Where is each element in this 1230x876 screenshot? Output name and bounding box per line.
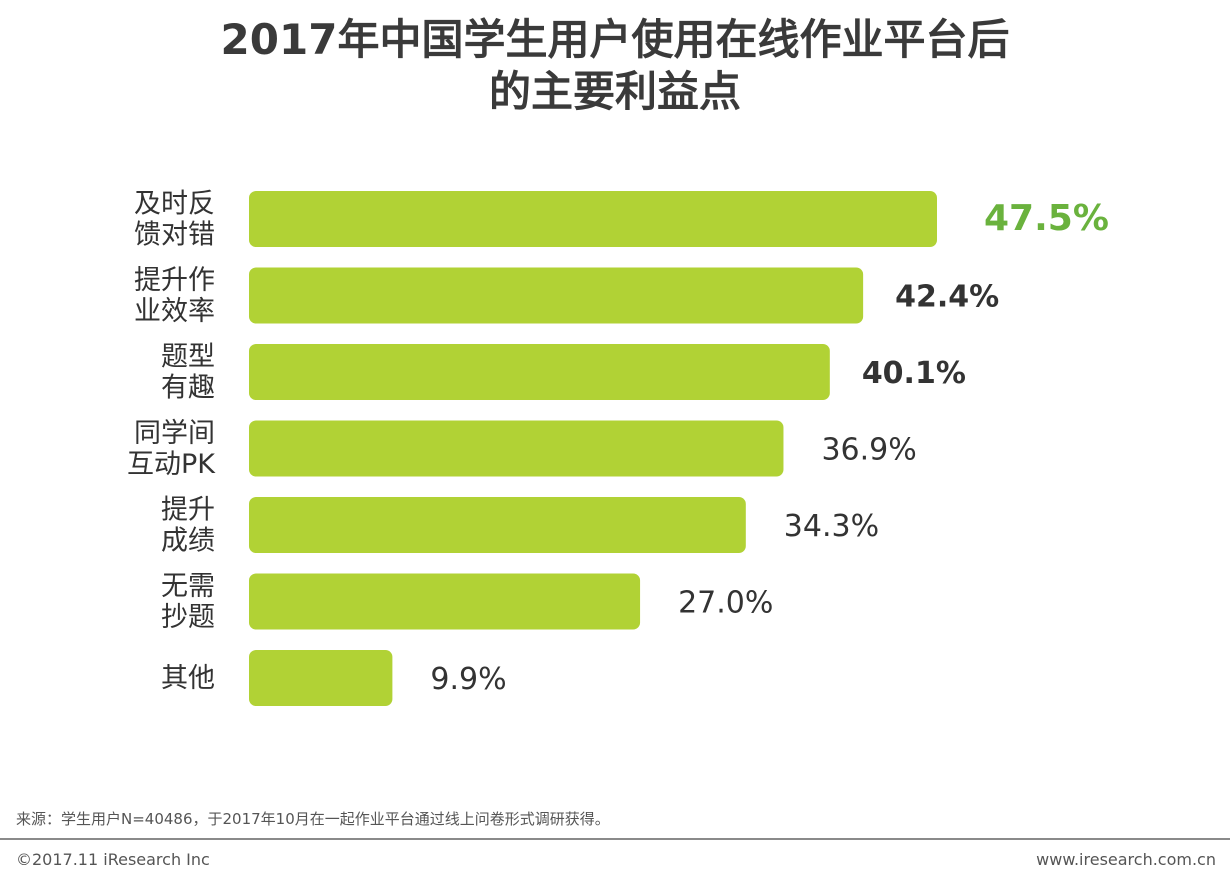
category-label-4: 提升成绩: [161, 495, 215, 557]
footer-divider: [0, 838, 1230, 840]
category-label-1: 提升作业效率: [134, 265, 215, 327]
source-note: 来源：学生用户N=40486，于2017年10月在一起作业平台通过线上问卷形式调…: [16, 810, 610, 828]
chart-title-line-1: 2017年中国学生用户使用在线作业平台后: [220, 15, 1010, 64]
value-label-0: 47.5%: [984, 198, 1109, 239]
value-label-4: 34.3%: [784, 509, 879, 544]
category-label-3: 同学间互动PK: [127, 418, 216, 480]
category-label-6: 其他: [161, 663, 215, 694]
chart-title: 2017年中国学生用户使用在线作业平台后 的主要利益点: [0, 14, 1230, 118]
website-link[interactable]: www.iresearch.com.cn: [1036, 850, 1216, 869]
value-label-1: 42.4%: [895, 280, 999, 315]
value-label-3: 36.9%: [821, 433, 916, 468]
category-label-5: 无需抄题: [161, 571, 215, 633]
bar-3: [249, 420, 784, 477]
bar-4: [249, 497, 746, 553]
bar-1: [249, 267, 864, 324]
copyright-text: ©2017.11 iResearch Inc: [16, 850, 210, 869]
value-label-2: 40.1%: [862, 356, 966, 391]
bar-chart: 及时反馈对错 47.5% 提升作业效率 42.4% 题型有趣 40.1% 同学间互动PK 36…: [127, 189, 1109, 706]
bar-5: [249, 573, 641, 630]
category-label-2: 题型有趣: [161, 342, 215, 404]
chart-title-line-2: 的主要利益点: [488, 67, 741, 116]
bar-0: [249, 191, 937, 247]
bar-2: [249, 344, 830, 400]
value-label-5: 27.0%: [678, 586, 773, 621]
category-label-0: 及时反馈对错: [134, 189, 215, 251]
bar-6: [249, 650, 393, 706]
value-label-6: 9.9%: [430, 662, 506, 697]
